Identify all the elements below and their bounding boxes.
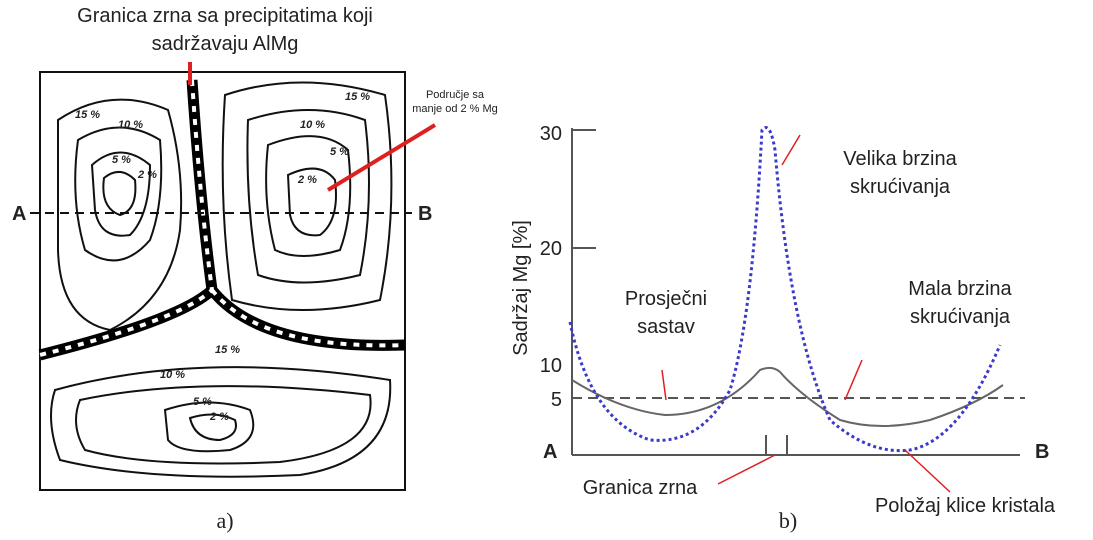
contour-label: 10 %: [300, 119, 325, 131]
contour-label: 10 %: [118, 119, 143, 131]
contour-label: 15 %: [215, 344, 240, 356]
contour-label: 2 %: [297, 174, 317, 186]
point-label: B: [418, 203, 432, 225]
point-label: A: [543, 441, 557, 463]
annotation: skrućivanja: [910, 306, 1011, 328]
title: sadržavaju AlMg: [152, 33, 299, 55]
annotation: skrućivanja: [850, 176, 951, 198]
y-tick-label: 5: [551, 389, 562, 411]
contour-label: 5 %: [112, 154, 131, 166]
contour-label: 5 %: [193, 396, 212, 408]
grain-boundary-dash: [39, 79, 406, 357]
title: Granica zrna sa precipitatima koji: [77, 5, 373, 27]
contour-label: 15 %: [75, 109, 100, 121]
contour-label: 2 %: [137, 169, 157, 181]
ticks: [572, 129, 788, 455]
leaders: [661, 134, 951, 493]
y-tick-label: 20: [540, 238, 562, 260]
annotation: sastav: [637, 316, 695, 338]
y-tick-label: 30: [540, 123, 562, 145]
contour-label: 15 %: [345, 91, 370, 103]
point-label: A: [12, 203, 26, 225]
y-label: Sadržaj Mg [%]: [510, 220, 532, 356]
y-tick-label: 10: [540, 355, 562, 377]
note: manje od 2 % Mg: [412, 103, 498, 115]
annotation: Mala brzina: [908, 278, 1012, 300]
leader: [326, 123, 437, 192]
contour-label: 5 %: [330, 146, 349, 158]
annotation: Prosječni: [625, 288, 707, 310]
caption: b): [779, 508, 797, 533]
annotation: Granica zrna: [583, 477, 698, 499]
note: Područje sa: [426, 89, 485, 101]
contour-label: 2 %: [209, 411, 229, 423]
panel-a-drawing: [39, 71, 406, 491]
grain-boundary: [38, 79, 406, 361]
contour-label: 10 %: [160, 369, 185, 381]
annotation: Položaj klice kristala: [875, 495, 1056, 517]
annotation: Velika brzina: [843, 148, 957, 170]
point-label: B: [1035, 441, 1049, 463]
low-rate-curve: [571, 366, 1004, 427]
caption: a): [216, 508, 233, 533]
